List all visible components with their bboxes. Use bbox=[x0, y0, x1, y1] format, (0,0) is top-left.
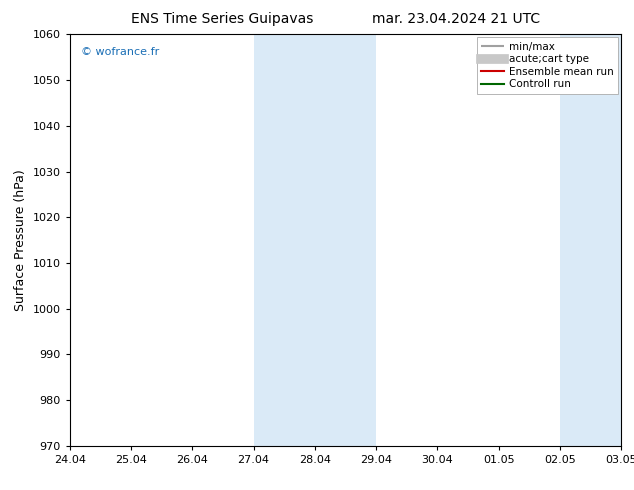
Bar bbox=[254, 34, 315, 446]
Legend: min/max, acute;cart type, Ensemble mean run, Controll run: min/max, acute;cart type, Ensemble mean … bbox=[477, 37, 618, 94]
Y-axis label: Surface Pressure (hPa): Surface Pressure (hPa) bbox=[14, 169, 27, 311]
Text: mar. 23.04.2024 21 UTC: mar. 23.04.2024 21 UTC bbox=[372, 12, 541, 26]
Text: ENS Time Series Guipavas: ENS Time Series Guipavas bbox=[131, 12, 313, 26]
Text: © wofrance.fr: © wofrance.fr bbox=[81, 47, 159, 57]
Bar bbox=[315, 34, 376, 446]
Bar bbox=[560, 34, 621, 446]
